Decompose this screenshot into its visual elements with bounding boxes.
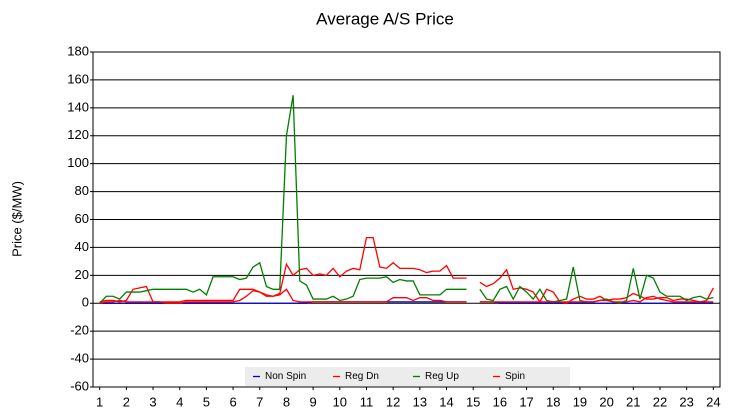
x-tick-label: 20	[599, 394, 613, 409]
y-tick-label: 40	[75, 239, 89, 254]
series-line	[99, 301, 467, 304]
y-tick-label: 60	[75, 211, 89, 226]
y-tick-label: 0	[82, 295, 89, 310]
x-tick-label: 22	[653, 394, 667, 409]
x-tick-label: 16	[493, 394, 507, 409]
y-tick-label: 180	[67, 43, 89, 58]
x-tick-label: 24	[706, 394, 720, 409]
x-tick-label: 11	[360, 394, 374, 409]
y-tick-label: 160	[67, 71, 89, 86]
x-tick-label: 9	[309, 394, 316, 409]
x-tick-label: 7	[256, 394, 263, 409]
x-tick-label: 12	[386, 394, 400, 409]
x-tick-label: 18	[546, 394, 560, 409]
x-tick-label: 2	[123, 394, 130, 409]
legend-label: Spin	[505, 371, 525, 382]
legend-box	[245, 367, 570, 386]
y-tick-label: 100	[67, 155, 89, 170]
legend-label: Reg Up	[425, 371, 459, 382]
x-tick-label: 6	[229, 394, 236, 409]
legend-label: Non Spin	[265, 371, 306, 382]
x-tick-label: 19	[573, 394, 587, 409]
x-tick-label: 5	[203, 394, 210, 409]
legend-label: Reg Dn	[345, 371, 379, 382]
chart-title: Average A/S Price	[316, 9, 454, 28]
series-line	[99, 288, 467, 304]
x-tick-label: 8	[283, 394, 290, 409]
legend: Non Spin Reg Dn Reg Up Spin	[245, 367, 570, 386]
y-tick-label: -60	[70, 378, 89, 393]
series-line	[479, 295, 714, 303]
y-tick-label: 80	[75, 183, 89, 198]
y-tick-label: 20	[75, 267, 89, 282]
series-line	[479, 301, 714, 304]
y-tick-label: 140	[67, 99, 89, 114]
y-tick-label: -20	[70, 323, 89, 338]
y-axis-label: Price ($/MW)	[9, 181, 24, 257]
x-tick-label: 1	[96, 394, 103, 409]
x-tick-label: 17	[519, 394, 533, 409]
x-tick-label: 10	[333, 394, 347, 409]
y-tick-label: -40	[70, 351, 89, 366]
x-tick-label: 23	[679, 394, 693, 409]
x-tick-label: 21	[626, 394, 640, 409]
x-tick-label: 4	[176, 394, 183, 409]
plot-frame	[92, 51, 721, 388]
y-tick-label: 120	[67, 127, 89, 142]
x-tick-label: 15	[466, 394, 480, 409]
series-line	[99, 95, 467, 304]
x-tick-label: 3	[149, 394, 156, 409]
series-line	[479, 268, 714, 304]
x-tick-label: 13	[413, 394, 427, 409]
x-tick-label: 14	[439, 394, 453, 409]
